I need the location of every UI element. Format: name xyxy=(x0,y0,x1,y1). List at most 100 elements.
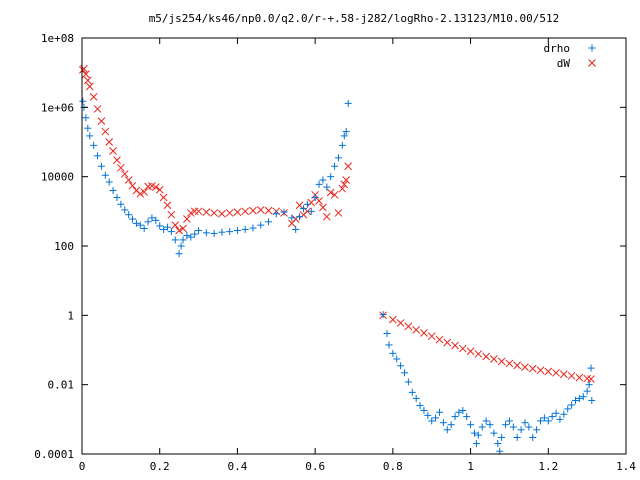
data-point-drho xyxy=(303,200,311,208)
data-point-drho xyxy=(397,362,405,370)
data-point-dW xyxy=(202,208,211,216)
data-point-dW xyxy=(113,156,121,164)
x-tick-label: 0 xyxy=(79,460,86,473)
data-point-dW xyxy=(307,198,316,207)
data-point-drho xyxy=(265,218,273,226)
data-point-dW xyxy=(451,341,459,350)
data-point-dW xyxy=(85,82,94,91)
data-point-drho xyxy=(447,421,455,429)
data-point-drho xyxy=(202,229,210,237)
data-point-dW xyxy=(528,364,537,373)
data-point-drho xyxy=(233,226,241,234)
data-point-dW xyxy=(101,127,110,136)
data-point-dW xyxy=(117,163,125,172)
data-point-drho xyxy=(451,413,459,421)
data-point-drho xyxy=(435,408,443,416)
data-point-dW xyxy=(505,359,514,368)
y-tick-label: 1 xyxy=(67,309,74,322)
data-point-drho xyxy=(136,221,144,229)
data-point-dW xyxy=(575,373,584,382)
data-point-drho xyxy=(455,408,463,416)
data-point-drho xyxy=(160,225,168,233)
data-point-dW xyxy=(128,181,137,190)
data-point-drho xyxy=(307,207,315,215)
data-point-drho xyxy=(94,152,102,160)
data-point-dW xyxy=(167,210,176,219)
data-point-drho xyxy=(525,423,533,431)
data-point-dW xyxy=(536,366,545,375)
data-point-dW xyxy=(93,105,102,113)
data-point-drho xyxy=(101,171,109,179)
data-point-drho xyxy=(393,355,401,363)
data-point-dW xyxy=(241,207,250,216)
data-point-drho xyxy=(587,364,595,372)
data-point-drho xyxy=(156,222,164,230)
data-point-drho xyxy=(432,414,440,422)
data-point-dW xyxy=(159,193,168,202)
data-point-dW xyxy=(389,315,397,324)
data-point-drho xyxy=(408,388,416,396)
plot-points xyxy=(78,64,596,455)
data-point-dW xyxy=(521,363,529,372)
data-point-dW xyxy=(124,176,133,184)
data-point-drho xyxy=(494,440,502,448)
y-tick-label: 1e+06 xyxy=(41,101,74,114)
data-point-drho xyxy=(171,236,179,244)
data-point-dW xyxy=(210,209,218,217)
data-point-drho xyxy=(241,225,249,233)
data-point-drho xyxy=(79,97,87,105)
data-point-dW xyxy=(330,190,339,199)
data-point-drho xyxy=(505,417,513,425)
data-point-drho xyxy=(334,154,342,162)
data-point-dW xyxy=(513,361,522,370)
data-point-drho xyxy=(552,409,560,417)
data-point-drho xyxy=(474,431,482,439)
data-point-drho xyxy=(420,406,428,414)
data-point-dW xyxy=(420,329,428,337)
data-point-drho xyxy=(249,224,257,232)
data-point-dW xyxy=(322,212,331,221)
data-point-drho xyxy=(544,417,552,425)
data-point-dW xyxy=(218,209,226,218)
data-point-dW xyxy=(105,138,114,146)
data-point-drho xyxy=(323,183,331,191)
data-point-drho xyxy=(575,394,583,402)
data-point-drho xyxy=(195,226,203,234)
data-point-dW xyxy=(342,176,351,184)
plot-frame xyxy=(81,37,627,455)
data-point-drho xyxy=(548,413,556,421)
data-point-drho xyxy=(560,410,568,418)
data-point-dW xyxy=(544,367,553,376)
data-point-drho xyxy=(272,210,280,218)
data-point-dW xyxy=(186,209,195,217)
data-point-drho xyxy=(327,173,335,181)
data-point-dW xyxy=(295,201,304,210)
data-point-dW xyxy=(587,375,595,383)
data-point-drho xyxy=(486,421,494,429)
data-point-drho xyxy=(163,223,171,231)
x-tick-label: 1.2 xyxy=(538,460,558,473)
x-tick-label: 0.2 xyxy=(150,460,170,473)
chart-title: m5/js254/ks46/np0.0/q2.0/r-+.58-j282/log… xyxy=(149,12,560,25)
data-point-drho xyxy=(105,178,113,186)
data-point-dW xyxy=(490,355,498,363)
data-point-dW xyxy=(315,197,323,205)
data-point-dW xyxy=(466,347,475,356)
data-point-drho xyxy=(439,419,447,427)
data-point-drho xyxy=(478,423,486,431)
data-point-dW xyxy=(396,319,405,327)
data-point-drho xyxy=(385,341,393,349)
data-point-drho xyxy=(117,200,125,208)
data-point-dW xyxy=(194,207,203,216)
data-point-drho xyxy=(521,419,529,427)
data-point-drho xyxy=(129,215,137,223)
legend-label-dW: dW xyxy=(557,57,571,70)
data-point-drho xyxy=(404,378,412,386)
data-point-dW xyxy=(120,170,129,178)
data-point-dW xyxy=(435,335,444,344)
data-point-drho xyxy=(533,426,541,434)
data-point-drho xyxy=(288,214,296,222)
data-point-drho xyxy=(177,242,185,250)
data-point-drho xyxy=(585,381,593,389)
x-axis: 0 0.2 0.4 0.6 0.8 1 1.2 1.4 xyxy=(79,38,636,473)
